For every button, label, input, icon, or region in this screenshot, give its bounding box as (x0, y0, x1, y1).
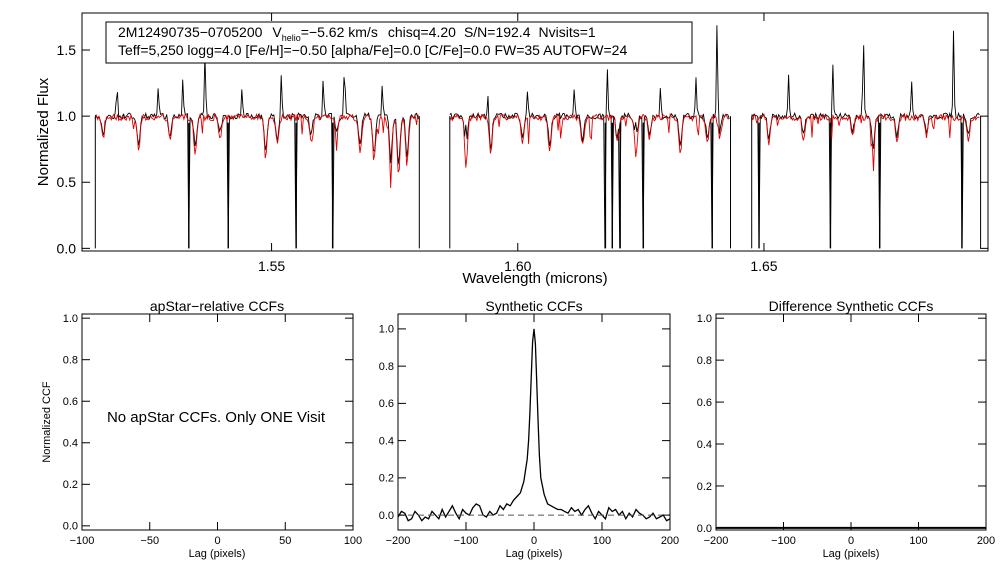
difference-ccf-y-tick-label: 1.0 (697, 313, 712, 325)
spectrum-ticks: 1.55 1.60 1.65 0.0 0.5 1.0 1.5 (57, 13, 988, 274)
synthetic-ccf-ticks: −200 −100 0 100 200 0.0 0.2 0.4 0.6 0.8 1.0 (379, 314, 679, 547)
vhelio-subscript: helio (282, 33, 301, 43)
synthetic-ccf-panel: Synthetic CCFs −200 −100 0 100 200 0.0 0.2 0.4 0… (379, 298, 679, 560)
apstar-ccf-x-label: Lag (pixels) (189, 548, 246, 560)
apstar-ccf-title: apStar−relative CCFs (150, 298, 284, 314)
difference-ccf-ticks: −200 −100 0 100 200 0.0 0.2 0.4 0.6 0.8 1.0 (697, 313, 995, 547)
synthetic-ccf-x-tick-label: −100 (454, 535, 479, 547)
synthetic-ccf-x-label: Lag (pixels) (506, 548, 563, 560)
difference-ccf-title: Difference Synthetic CCFs (769, 298, 934, 314)
difference-ccf-x-tick-label: 100 (909, 535, 927, 547)
apstar-ccf-x-tick-label: 0 (214, 535, 220, 547)
synthetic-ccf-y-tick-label: 0.4 (379, 435, 394, 447)
spectrum-y-label: Normalized Flux (35, 77, 52, 186)
spectrum-x-tick-label: 1.65 (750, 258, 777, 274)
spectrum-x-tick-label: 1.60 (504, 258, 531, 274)
ccf-y-label: Normalized CCF (41, 381, 53, 463)
observed-spectrum-line (751, 30, 980, 249)
signal-to-noise: S/N=192.4 (464, 24, 531, 40)
apstar-ccf-y-tick-label: 0.0 (63, 521, 78, 533)
difference-ccf-y-tick-label: 0.2 (697, 481, 712, 493)
difference-ccf-y-tick-label: 0.0 (697, 523, 712, 535)
apstar-ccf-x-tick-label: 50 (279, 535, 291, 547)
apstar-ccf-y-tick-label: 1.0 (63, 313, 78, 325)
model-spectrum-line (751, 112, 980, 172)
vhelio-value: =−5.62 km/s (301, 24, 378, 40)
synthetic-ccf-axes-frame (397, 313, 671, 531)
synthetic-ccf-title: Synthetic CCFs (485, 298, 582, 314)
spectrum-series (94, 25, 982, 249)
no-apstar-ccf-message: No apStar CCFs. Only ONE Visit (107, 409, 326, 426)
synthetic-ccf-x-tick-label: 100 (593, 535, 611, 547)
apstar-ccf-y-tick-label: 0.6 (63, 396, 78, 408)
apstar-ccf-x-tick-label: −100 (70, 535, 95, 547)
synthetic-ccf-y-tick-label: 0.0 (379, 510, 394, 522)
difference-ccf-x-tick-label: −100 (771, 535, 796, 547)
synthetic-ccf-y-tick-label: 0.6 (379, 398, 394, 410)
difference-ccf-panel: Difference Synthetic CCFs −200 −100 0 100 20… (697, 298, 995, 560)
apstar-ccf-y-tick-label: 0.2 (63, 479, 78, 491)
apstar-ccf-y-tick-label: 0.4 (63, 438, 78, 450)
nvisits: Nvisits=1 (539, 24, 596, 40)
synthetic-ccf-y-tick-label: 1.0 (379, 324, 394, 336)
vhelio-label: V (272, 24, 282, 40)
apstar-ccf-x-tick-label: −50 (140, 535, 159, 547)
difference-ccf-x-label: Lag (pixels) (823, 548, 880, 560)
synthetic-ccf-y-tick-label: 0.8 (379, 361, 394, 373)
synthetic-ccf-series (397, 328, 671, 522)
difference-ccf-y-tick-label: 0.4 (697, 439, 712, 451)
synthetic-ccf-x-tick-label: −200 (386, 535, 411, 547)
apstar-ccf-panel: apStar−relative CCFs −100 −50 0 50 100 0.0 0.2… (41, 298, 362, 560)
difference-ccf-y-tick-label: 0.6 (697, 397, 712, 409)
spectrum-x-label: Wavelength (microns) (462, 270, 607, 287)
info-line-1: 2M12490735−0705200 Vhelio=−5.62 km/s chisq… (118, 24, 596, 43)
synthetic-ccf-line (397, 328, 671, 522)
spectrum-axes-frame (81, 12, 989, 252)
spectrum-y-tick-label: 0.5 (57, 174, 77, 190)
star-id: 2M12490735−0705200 (118, 24, 263, 40)
spectrum-y-tick-label: 1.0 (57, 108, 77, 124)
synthetic-ccf-y-tick-label: 0.2 (379, 473, 394, 485)
info-box (105, 21, 693, 64)
apstar-ccf-x-tick-label: 100 (344, 535, 362, 547)
difference-ccf-y-tick-label: 0.8 (697, 355, 712, 367)
difference-ccf-axes-frame (715, 313, 987, 531)
difference-ccf-x-tick-label: 0 (848, 535, 854, 547)
spectrum-y-tick-label: 0.0 (57, 240, 77, 256)
apstar-ccf-y-tick-label: 0.8 (63, 355, 78, 367)
spectrum-panel: 1.55 1.60 1.65 0.0 0.5 1.0 1.5 2M12490735−0705… (35, 12, 989, 287)
observed-spectrum-line (94, 54, 420, 249)
synthetic-ccf-x-tick-label: 200 (661, 535, 679, 547)
difference-ccf-x-tick-label: 200 (977, 535, 995, 547)
info-line-2: Teff=5,250 logg=4.0 [Fe/H]=−0.50 [alpha/… (118, 42, 627, 58)
apstar-ccf-ticks: −100 −50 0 50 100 0.0 0.2 0.4 0.6 0.8 1.0 (63, 313, 362, 547)
difference-ccf-x-tick-label: −200 (704, 535, 729, 547)
synthetic-ccf-x-tick-label: 0 (531, 535, 537, 547)
model-spectrum-line (449, 112, 730, 168)
model-spectrum-line (94, 112, 420, 189)
chisq: chisq=4.20 (388, 24, 456, 40)
spectrum-x-tick-label: 1.55 (258, 258, 285, 274)
spectrum-y-tick-label: 1.5 (57, 42, 77, 58)
